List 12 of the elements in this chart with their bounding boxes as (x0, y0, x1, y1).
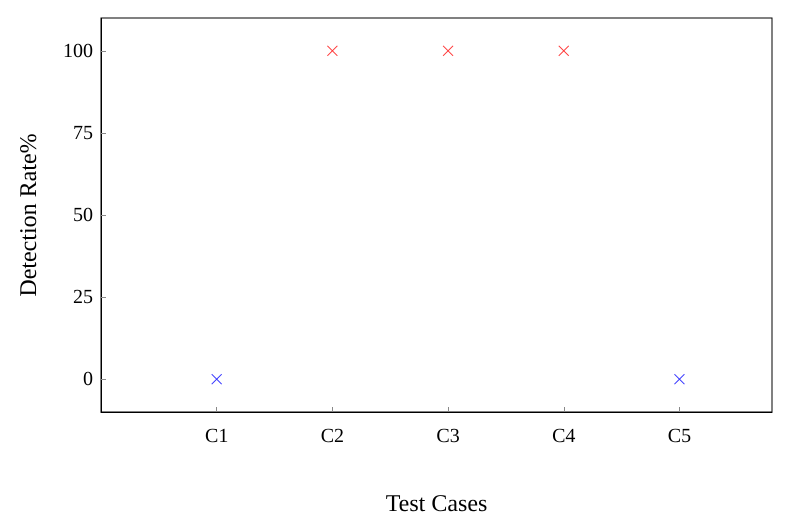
y-tick-label: 100 (63, 40, 93, 62)
x-tick-label: C3 (436, 425, 460, 447)
x-tick-label: C2 (320, 425, 344, 447)
y-tick-label: 50 (73, 204, 93, 226)
x-tick-label: C5 (668, 425, 692, 447)
y-tick-label: 75 (73, 122, 93, 144)
x-tick-label: C1 (205, 425, 228, 447)
y-tick-label: 25 (73, 286, 93, 308)
y-tick-label: 0 (83, 368, 93, 390)
x-axis-title: Test Cases (386, 491, 488, 517)
x-tick-label: C4 (552, 425, 576, 447)
y-axis-title: Detection Rate% (16, 133, 42, 297)
